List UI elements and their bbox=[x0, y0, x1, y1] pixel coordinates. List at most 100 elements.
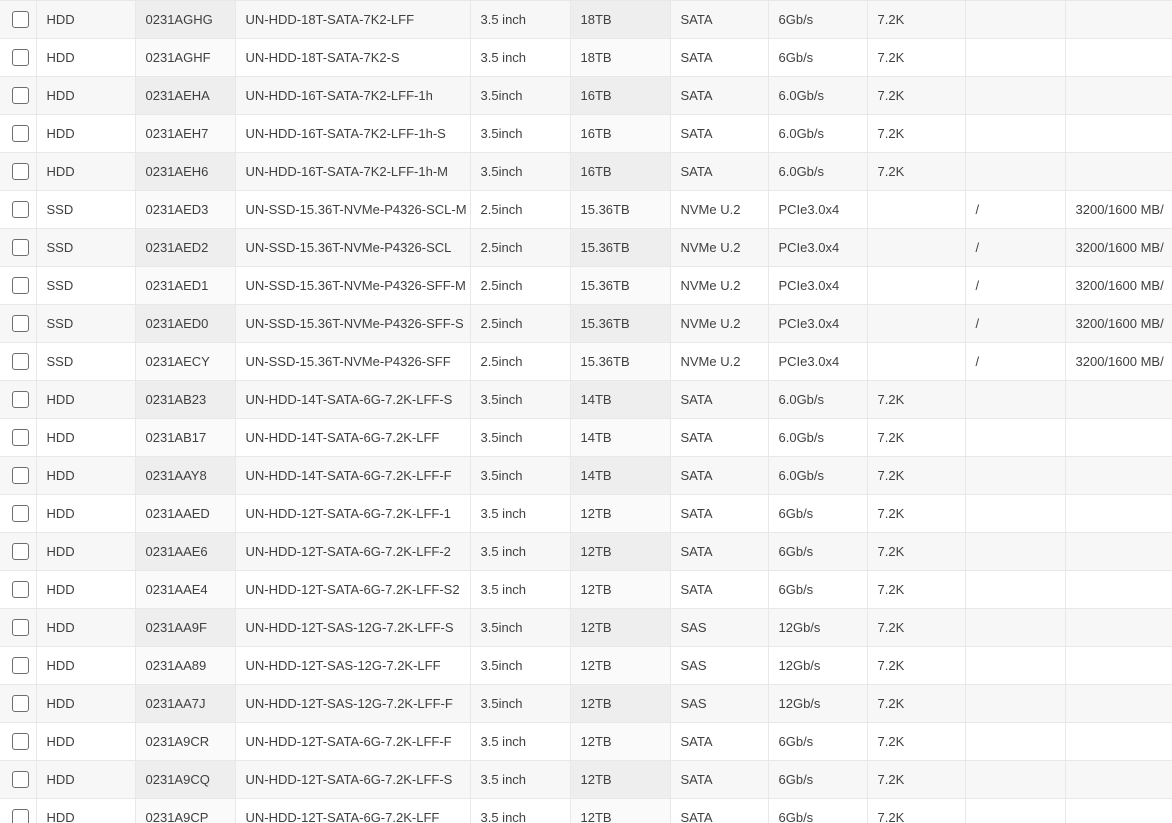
cell-part-number: 0231AEH7 bbox=[134, 114, 236, 153]
checkbox-cell bbox=[0, 190, 37, 229]
cell-col-10 bbox=[1064, 570, 1172, 609]
cell-col-10: 3200/1600 MB/ bbox=[1064, 228, 1172, 267]
checkbox-cell bbox=[0, 722, 37, 761]
checkbox-cell bbox=[0, 494, 37, 533]
cell-rpm: 7.2K bbox=[866, 114, 966, 153]
table-row: HDD 0231AA7J UN-HDD-12T-SAS-12G-7.2K-LFF… bbox=[0, 684, 1172, 723]
row-checkbox[interactable] bbox=[12, 505, 30, 523]
row-checkbox[interactable] bbox=[12, 201, 30, 219]
cell-col-10: 3200/1600 MB/ bbox=[1064, 342, 1172, 381]
table-row: HDD 0231AAY8 UN-HDD-14T-SATA-6G-7.2K-LFF… bbox=[0, 456, 1172, 495]
row-checkbox[interactable] bbox=[12, 239, 30, 257]
cell-col-9: / bbox=[964, 190, 1066, 229]
cell-col-9 bbox=[964, 456, 1066, 495]
table-row: HDD 0231A9CR UN-HDD-12T-SATA-6G-7.2K-LFF… bbox=[0, 722, 1172, 761]
cell-model: UN-SSD-15.36T-NVMe-P4326-SFF bbox=[234, 342, 471, 381]
cell-speed: 6Gb/s bbox=[767, 798, 868, 823]
cell-part-number: 0231AAE6 bbox=[134, 532, 236, 571]
row-checkbox[interactable] bbox=[12, 733, 30, 751]
cell-part-number: 0231AA89 bbox=[134, 646, 236, 685]
cell-capacity: 12TB bbox=[569, 798, 671, 823]
row-checkbox[interactable] bbox=[12, 125, 30, 143]
cell-form-factor: 3.5inch bbox=[469, 418, 571, 457]
cell-form-factor: 3.5 inch bbox=[469, 798, 571, 823]
cell-interface: SATA bbox=[669, 798, 769, 823]
cell-part-number: 0231AEH6 bbox=[134, 152, 236, 191]
cell-form-factor: 2.5inch bbox=[469, 228, 571, 267]
cell-model: UN-HDD-16T-SATA-7K2-LFF-1h bbox=[234, 76, 471, 115]
cell-speed: 6.0Gb/s bbox=[767, 76, 868, 115]
cell-capacity: 12TB bbox=[569, 760, 671, 799]
cell-rpm: 7.2K bbox=[866, 494, 966, 533]
cell-col-10 bbox=[1064, 0, 1172, 39]
row-checkbox[interactable] bbox=[12, 163, 30, 181]
cell-type: HDD bbox=[35, 722, 136, 761]
checkbox-cell bbox=[0, 304, 37, 343]
cell-speed: 6.0Gb/s bbox=[767, 380, 868, 419]
row-checkbox[interactable] bbox=[12, 277, 30, 295]
cell-interface: SATA bbox=[669, 114, 769, 153]
cell-col-10: 3200/1600 MB/ bbox=[1064, 266, 1172, 305]
cell-form-factor: 3.5 inch bbox=[469, 494, 571, 533]
cell-part-number: 0231AAE4 bbox=[134, 570, 236, 609]
cell-capacity: 14TB bbox=[569, 456, 671, 495]
checkbox-cell bbox=[0, 608, 37, 647]
cell-form-factor: 3.5inch bbox=[469, 380, 571, 419]
row-checkbox[interactable] bbox=[12, 543, 30, 561]
cell-capacity: 15.36TB bbox=[569, 266, 671, 305]
row-checkbox[interactable] bbox=[12, 809, 30, 823]
table-row: HDD 0231AEH7 UN-HDD-16T-SATA-7K2-LFF-1h-… bbox=[0, 114, 1172, 153]
cell-model: UN-HDD-16T-SATA-7K2-LFF-1h-S bbox=[234, 114, 471, 153]
cell-type: HDD bbox=[35, 418, 136, 457]
cell-interface: SATA bbox=[669, 152, 769, 191]
row-checkbox[interactable] bbox=[12, 771, 30, 789]
row-checkbox[interactable] bbox=[12, 429, 30, 447]
cell-part-number: 0231AECY bbox=[134, 342, 236, 381]
cell-col-10 bbox=[1064, 798, 1172, 823]
table-row: HDD 0231A9CP UN-HDD-12T-SATA-6G-7.2K-LFF… bbox=[0, 798, 1172, 823]
cell-rpm: 7.2K bbox=[866, 760, 966, 799]
cell-part-number: 0231A9CR bbox=[134, 722, 236, 761]
cell-interface: SAS bbox=[669, 646, 769, 685]
cell-col-10 bbox=[1064, 76, 1172, 115]
cell-col-10 bbox=[1064, 646, 1172, 685]
cell-speed: 6Gb/s bbox=[767, 570, 868, 609]
row-checkbox[interactable] bbox=[12, 11, 30, 29]
cell-interface: NVMe U.2 bbox=[669, 342, 769, 381]
row-checkbox[interactable] bbox=[12, 581, 30, 599]
cell-type: SSD bbox=[35, 304, 136, 343]
checkbox-cell bbox=[0, 418, 37, 457]
cell-speed: 6.0Gb/s bbox=[767, 456, 868, 495]
row-checkbox[interactable] bbox=[12, 695, 30, 713]
cell-type: HDD bbox=[35, 152, 136, 191]
cell-interface: SATA bbox=[669, 760, 769, 799]
row-checkbox[interactable] bbox=[12, 619, 30, 637]
cell-rpm: 7.2K bbox=[866, 152, 966, 191]
cell-col-10 bbox=[1064, 152, 1172, 191]
cell-col-9 bbox=[964, 646, 1066, 685]
checkbox-cell bbox=[0, 0, 37, 39]
row-checkbox[interactable] bbox=[12, 87, 30, 105]
cell-capacity: 15.36TB bbox=[569, 304, 671, 343]
cell-model: UN-SSD-15.36T-NVMe-P4326-SCL-M bbox=[234, 190, 471, 229]
cell-col-9 bbox=[964, 494, 1066, 533]
cell-rpm: 7.2K bbox=[866, 418, 966, 457]
cell-type: HDD bbox=[35, 570, 136, 609]
row-checkbox[interactable] bbox=[12, 467, 30, 485]
cell-speed: PCIe3.0x4 bbox=[767, 228, 868, 267]
row-checkbox[interactable] bbox=[12, 657, 30, 675]
cell-model: UN-HDD-14T-SATA-6G-7.2K-LFF bbox=[234, 418, 471, 457]
row-checkbox[interactable] bbox=[12, 315, 30, 333]
cell-interface: SATA bbox=[669, 456, 769, 495]
cell-part-number: 0231A9CP bbox=[134, 798, 236, 823]
cell-capacity: 16TB bbox=[569, 152, 671, 191]
row-checkbox[interactable] bbox=[12, 391, 30, 409]
cell-speed: 6Gb/s bbox=[767, 760, 868, 799]
cell-col-9 bbox=[964, 608, 1066, 647]
cell-col-9 bbox=[964, 380, 1066, 419]
table-row: SSD 0231AED1 UN-SSD-15.36T-NVMe-P4326-SF… bbox=[0, 266, 1172, 305]
cell-type: HDD bbox=[35, 798, 136, 823]
row-checkbox[interactable] bbox=[12, 49, 30, 67]
cell-capacity: 16TB bbox=[569, 76, 671, 115]
row-checkbox[interactable] bbox=[12, 353, 30, 371]
